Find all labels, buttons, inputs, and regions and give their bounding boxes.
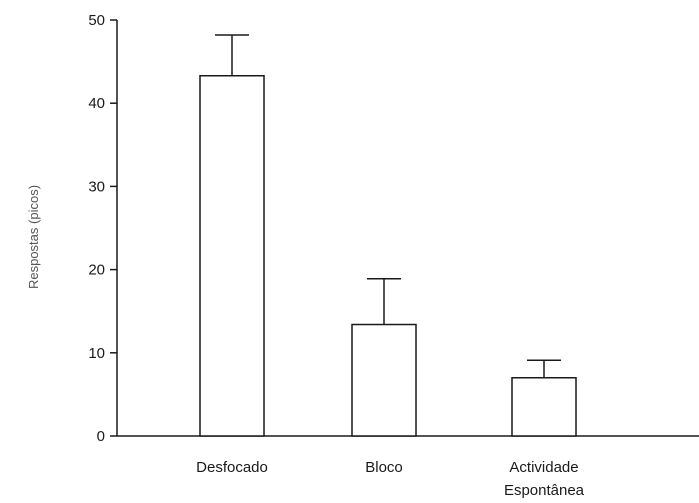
- y-axis-title: Respostas (picos): [26, 185, 41, 289]
- y-tick-label: 10: [88, 345, 105, 362]
- chart-labels: 0 10 20 30 40 50 Desfocado Bloco Actividade Espon…: [88, 12, 584, 499]
- y-tick-label: 20: [88, 262, 105, 279]
- chart-bars: [199, 74, 577, 437]
- bar: [199, 74, 265, 437]
- bar: [351, 323, 417, 437]
- y-tick-label: 40: [88, 95, 105, 112]
- chart-error-bars: [215, 34, 561, 378]
- category-label: Bloco: [365, 459, 403, 476]
- y-tick-label: 0: [97, 428, 105, 445]
- category-label: Actividade: [509, 459, 578, 476]
- category-label: Espontânea: [504, 482, 585, 499]
- bar: [511, 377, 577, 437]
- y-tick-label: 30: [88, 178, 105, 195]
- y-tick-label: 50: [88, 12, 105, 29]
- category-label: Desfocado: [196, 459, 268, 476]
